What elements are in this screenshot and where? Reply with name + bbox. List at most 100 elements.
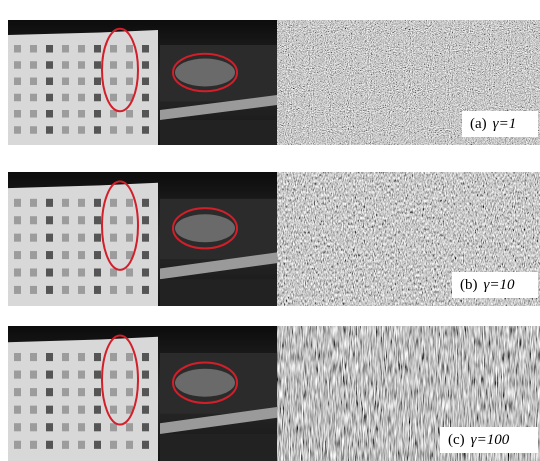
window	[126, 199, 133, 207]
window	[46, 423, 53, 431]
window	[142, 371, 149, 379]
window	[78, 251, 85, 259]
window	[78, 94, 85, 102]
window	[46, 371, 53, 379]
window	[30, 78, 37, 86]
window	[62, 286, 69, 294]
window	[62, 423, 69, 431]
window	[62, 78, 69, 86]
window	[110, 406, 117, 414]
window	[46, 353, 53, 361]
window	[94, 45, 101, 53]
panel: (a)γ=1	[8, 20, 540, 145]
window	[94, 199, 101, 207]
ground	[160, 279, 277, 306]
window	[14, 353, 21, 361]
window	[94, 110, 101, 118]
window	[46, 406, 53, 414]
window	[14, 423, 21, 431]
window	[142, 110, 149, 118]
window	[14, 110, 21, 118]
window	[94, 371, 101, 379]
ground	[160, 120, 277, 145]
figure: (a)γ=1(b)γ=10(c)γ=100	[0, 0, 540, 461]
window	[62, 268, 69, 276]
window	[46, 268, 53, 276]
window	[78, 216, 85, 224]
window	[94, 78, 101, 86]
window	[30, 45, 37, 53]
window	[94, 234, 101, 242]
window	[30, 94, 37, 102]
window	[110, 94, 117, 102]
window	[110, 61, 117, 69]
window	[14, 268, 21, 276]
window	[78, 110, 85, 118]
window	[30, 406, 37, 414]
photo	[8, 20, 277, 145]
window	[126, 353, 133, 361]
window	[46, 110, 53, 118]
window	[142, 94, 149, 102]
window	[142, 353, 149, 361]
window	[46, 126, 53, 134]
window	[142, 286, 149, 294]
window	[94, 441, 101, 449]
window	[94, 251, 101, 259]
ground	[160, 434, 277, 461]
window	[110, 371, 117, 379]
window	[30, 199, 37, 207]
window	[62, 371, 69, 379]
window	[110, 388, 117, 396]
window	[94, 268, 101, 276]
window	[126, 371, 133, 379]
window	[62, 126, 69, 134]
window	[126, 388, 133, 396]
window	[126, 216, 133, 224]
window	[110, 78, 117, 86]
window	[30, 371, 37, 379]
photo	[8, 326, 277, 461]
window	[46, 94, 53, 102]
window	[94, 126, 101, 134]
window	[62, 234, 69, 242]
photo	[8, 172, 277, 306]
window	[78, 441, 85, 449]
window	[94, 353, 101, 361]
panel-tag: (b)	[460, 277, 478, 293]
window	[94, 61, 101, 69]
window	[46, 78, 53, 86]
window	[46, 61, 53, 69]
window	[94, 423, 101, 431]
window	[78, 406, 85, 414]
window	[110, 199, 117, 207]
window	[46, 286, 53, 294]
window	[110, 234, 117, 242]
window	[46, 216, 53, 224]
window	[94, 216, 101, 224]
window	[30, 234, 37, 242]
window	[110, 216, 117, 224]
panel-param: γ=10	[484, 277, 516, 293]
window	[126, 441, 133, 449]
window	[14, 126, 21, 134]
window	[14, 216, 21, 224]
window	[78, 268, 85, 276]
window	[46, 388, 53, 396]
window	[46, 45, 53, 53]
tree-mass	[175, 214, 235, 242]
window	[78, 61, 85, 69]
window	[110, 45, 117, 53]
window	[14, 371, 21, 379]
window	[14, 78, 21, 86]
window	[78, 353, 85, 361]
window	[110, 353, 117, 361]
window	[142, 388, 149, 396]
window	[142, 234, 149, 242]
window	[126, 286, 133, 294]
window	[126, 78, 133, 86]
window	[78, 371, 85, 379]
window	[62, 110, 69, 118]
window	[30, 216, 37, 224]
tree-mass	[175, 59, 235, 87]
